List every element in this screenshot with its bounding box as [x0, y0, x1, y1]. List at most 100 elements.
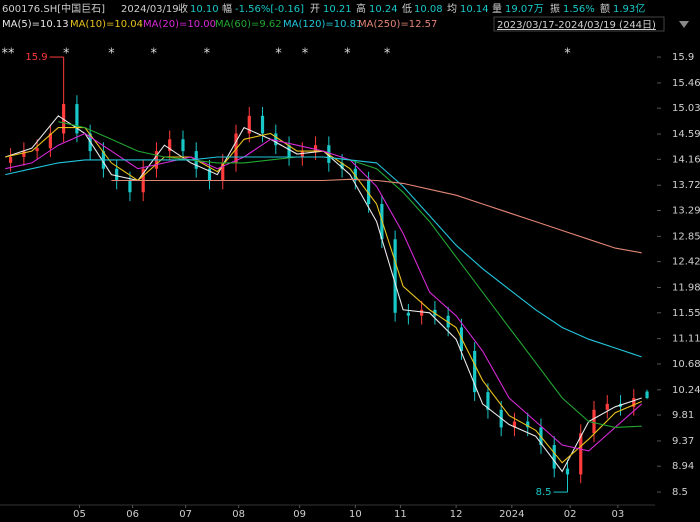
field-label: 幅 [222, 2, 232, 15]
legend-entry: MA(60)=9.62 [215, 19, 282, 30]
ma-line [5, 132, 643, 452]
candle-body [420, 309, 424, 316]
ma-line [111, 178, 642, 254]
y-tick-label: 14.59 [672, 129, 700, 140]
x-tick-label: 11 [394, 509, 407, 520]
event-marker: ** [1, 47, 15, 62]
y-tick-label: 13.29 [672, 205, 700, 216]
field-label: 均 [447, 3, 457, 15]
event-marker: * [204, 47, 211, 62]
candle-body [473, 350, 477, 393]
event-marker: * [344, 47, 351, 62]
y-tick-label: 15.9 [672, 52, 694, 63]
candle-body [9, 156, 13, 163]
y-tick-label: 10.24 [672, 385, 700, 396]
x-tick-label: 06 [126, 509, 139, 520]
x-tick-label: 07 [179, 509, 192, 520]
legend-entry: MA(10)=10.04 [70, 19, 143, 30]
y-tick-label: 8.94 [672, 461, 694, 472]
field-value: 19.07万 [505, 4, 544, 15]
y-tick-label: 11.98 [672, 282, 700, 293]
x-tick-label: 02 [564, 509, 577, 520]
candle-body [168, 139, 172, 152]
ma-line [5, 156, 642, 358]
candle-body [632, 398, 636, 407]
y-tick-label: 11.55 [672, 308, 700, 319]
annotation-label: 15.9 [25, 52, 47, 63]
field-value: 1.56% [563, 4, 595, 15]
field-value: 10.21 [323, 4, 352, 15]
candle-body [313, 145, 318, 152]
field-label: 振 [550, 2, 560, 15]
dropdown-arrow[interactable] [679, 21, 689, 28]
candle-body [552, 445, 556, 469]
event-marker: * [275, 47, 282, 62]
y-tick-label: 13.72 [672, 180, 700, 191]
candle-body [274, 133, 278, 146]
candle-body [115, 168, 119, 181]
annotation-label: 8.5 [536, 487, 552, 498]
x-tick-label: 2024 [499, 509, 524, 520]
field-value: -1.56%[-0.16] [235, 4, 304, 15]
candle-body [207, 168, 212, 181]
candle-body [22, 151, 26, 157]
candle-body [181, 139, 185, 152]
y-tick-label: 12.85 [672, 231, 700, 242]
candle-body [260, 115, 265, 134]
event-marker: * [302, 47, 309, 62]
legend-entry: MA(20)=10.00 [143, 19, 216, 30]
field-label: 高 [356, 2, 366, 15]
x-tick-label: 08 [232, 509, 245, 520]
candle-body [605, 403, 609, 410]
field-value: 10.08 [414, 4, 443, 15]
y-tick-label: 15.03 [672, 103, 700, 114]
candle-body [340, 162, 344, 169]
x-tick-label: 12 [450, 509, 463, 520]
date-range[interactable]: 2023/03/17-2024/03/19 (244日) [497, 20, 656, 31]
symbol: 600176.SH[中国巨石] [2, 2, 105, 15]
candle-body [35, 148, 39, 152]
field-label: 额 [600, 2, 610, 15]
range-box[interactable] [493, 16, 665, 32]
date: 2024/03/19 [121, 4, 179, 15]
y-tick-label: 10.68 [672, 359, 700, 370]
candle-body [48, 133, 52, 149]
y-tick-label: 9.81 [672, 410, 694, 421]
x-tick-label: 05 [73, 509, 86, 520]
candle-body [526, 421, 530, 428]
candle-body [353, 168, 357, 181]
candle-body [75, 104, 79, 134]
y-tick-label: 12.42 [672, 257, 700, 268]
candle-body [406, 312, 410, 316]
field-value: 10.10 [190, 4, 219, 15]
event-marker: * [151, 47, 158, 62]
candle-body [128, 180, 132, 193]
field-value: 10.24 [369, 4, 398, 15]
event-marker: * [63, 47, 70, 62]
candle-body [393, 239, 397, 313]
y-tick-label: 11.11 [672, 334, 700, 345]
candle-body [300, 151, 304, 157]
event-marker: * [564, 47, 571, 62]
x-tick-label: 10 [349, 509, 362, 520]
y-tick-label: 9.37 [672, 436, 694, 447]
candle-body [565, 468, 570, 475]
y-tick-label: 15.46 [672, 78, 700, 89]
legend-entry: MA(5)=10.13 [2, 19, 69, 30]
candle-body [221, 162, 225, 181]
x-tick-label: 09 [293, 509, 306, 520]
candle-body [592, 409, 596, 434]
y-tick-label: 8.5 [672, 487, 688, 498]
candle-body [579, 433, 583, 475]
field-value: 10.14 [460, 4, 489, 15]
legend-entry: MA(120)=10.81 [283, 19, 362, 30]
event-marker: * [108, 47, 115, 62]
candle-body [367, 180, 371, 205]
field-label: 收 [178, 2, 188, 15]
field-label: 低 [402, 2, 412, 15]
candle-body [645, 391, 649, 399]
event-marker: * [384, 47, 391, 62]
